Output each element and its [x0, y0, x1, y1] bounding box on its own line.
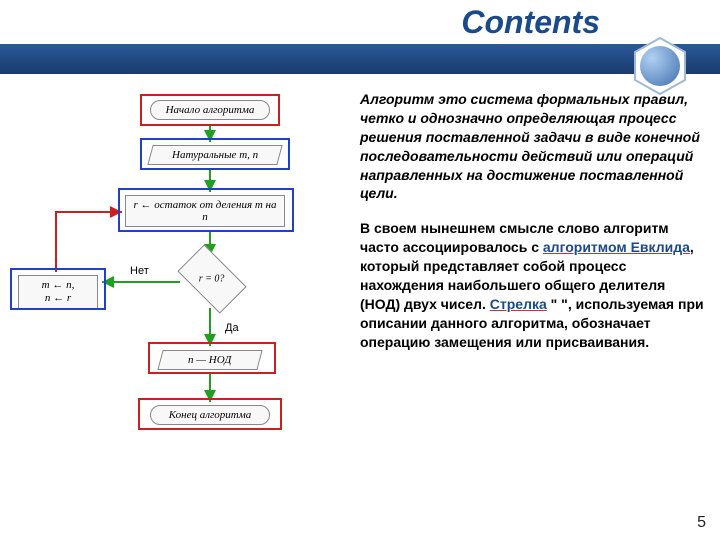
page-number: 5	[697, 514, 706, 532]
node-input: Натуральные m, n	[147, 145, 282, 165]
paragraph-2: В своем нынешнем смысле слово алгоритм ч…	[360, 219, 708, 351]
node-output: n — НОД	[157, 350, 262, 370]
node-output-label: n — НОД	[188, 354, 231, 366]
node-start-label: Начало алгоритма	[166, 104, 255, 116]
label-yes: Да	[225, 322, 239, 334]
node-swap-line1: m ← n,	[42, 279, 75, 291]
node-decision-label: r = 0?	[199, 273, 225, 284]
node-input-label: Натуральные m, n	[172, 149, 258, 161]
node-decision: r = 0?	[177, 244, 246, 313]
page-title: Contents	[461, 4, 600, 41]
text-column: Алгоритм это система формальных правил, …	[360, 90, 708, 368]
globe-icon	[640, 46, 680, 86]
node-end: Конец алгоритма	[150, 405, 270, 425]
paragraph-1: Алгоритм это система формальных правил, …	[360, 90, 708, 203]
node-start: Начало алгоритма	[150, 100, 270, 120]
node-swap-line2: n ← r	[45, 292, 71, 304]
node-swap: m ← n, n ← r	[18, 275, 98, 309]
label-no: Нет	[130, 265, 149, 277]
flowchart-area: Начало алгоритма Натуральные m, n r ← ос…	[10, 90, 350, 490]
header-bar	[0, 44, 720, 74]
node-end-label: Конец алгоритма	[169, 409, 252, 421]
node-assign-label: r ← остаток от деления m на n	[133, 199, 276, 223]
node-assign: r ← остаток от деления m на n	[125, 195, 285, 227]
slide-header: Contents	[0, 0, 720, 80]
